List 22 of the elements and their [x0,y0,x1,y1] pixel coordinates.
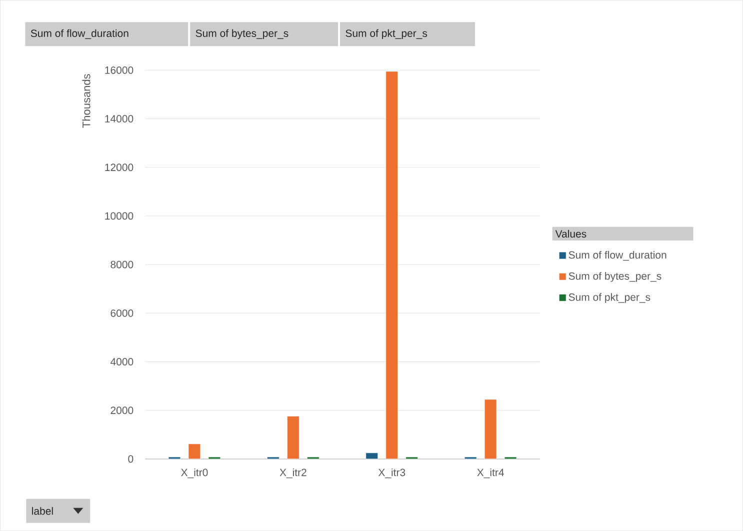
text: Sum of pkt_per_s [346,29,428,40]
y-tick-label: 16000 [105,66,134,74]
y-tick-label: 14000 [105,114,134,122]
y-tick-label: 4000 [110,358,134,366]
x-tick-label: X_itr2 [280,468,306,478]
y-tick-label: 2000 [110,406,134,414]
y-axis-title: Thousands [82,74,90,128]
y-tick-label: 8000 [110,260,134,268]
text: Sum of flow_duration [30,29,128,39]
legend-label: Sum of bytes_per_s [568,272,662,282]
text: Sum of bytes_per_s [196,29,288,40]
y-tick-label: 0 [128,455,134,463]
x-tick-label: X_itr0 [181,468,208,478]
x-tick-label: X_itr3 [378,468,406,478]
y-tick-label: 12000 [105,164,134,172]
y-tick-label: 10000 [105,212,134,220]
x-tick-label: X_itr4 [477,468,504,478]
legend-label: Sum of flow_duration [568,250,666,261]
legend-title: Values [555,230,586,238]
legend-label: Sum of pkt_per_s [568,293,650,303]
text: label [32,507,53,515]
y-tick-label: 6000 [110,309,134,317]
